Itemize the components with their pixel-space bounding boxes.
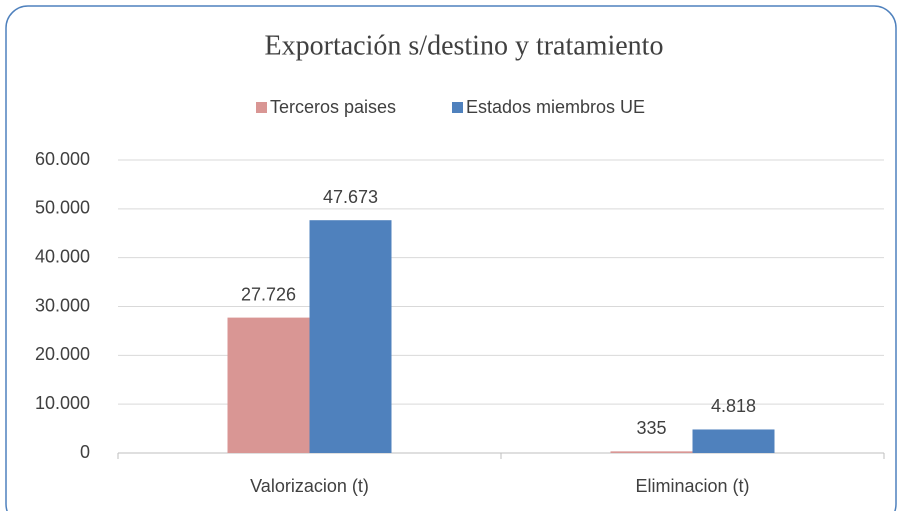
legend-swatch: [452, 102, 463, 113]
bar: [309, 220, 392, 453]
value-label: 27.726: [241, 284, 296, 304]
value-label: 4.818: [711, 396, 756, 416]
value-label: 47.673: [323, 187, 378, 207]
chart-title: Exportación s/destino y tratamiento: [265, 30, 664, 61]
x-tick-label: Valorizacion (t): [250, 476, 369, 496]
y-tick-label: 0: [80, 442, 90, 462]
y-tick-label: 20.000: [35, 344, 90, 364]
y-tick-label: 50.000: [35, 198, 90, 218]
y-tick-label: 40.000: [35, 246, 90, 266]
legend-label: Terceros paises: [270, 97, 396, 117]
bar: [227, 317, 310, 453]
y-tick-label: 10.000: [35, 393, 90, 413]
y-tick-label: 60.000: [35, 149, 90, 169]
value-label: 335: [636, 418, 666, 438]
bar: [610, 451, 693, 453]
y-tick-label: 30.000: [35, 295, 90, 315]
legend-swatch: [256, 102, 267, 113]
x-tick-label: Eliminacion (t): [635, 476, 749, 496]
legend-label: Estados miembros UE: [466, 97, 645, 117]
bar: [692, 429, 775, 453]
